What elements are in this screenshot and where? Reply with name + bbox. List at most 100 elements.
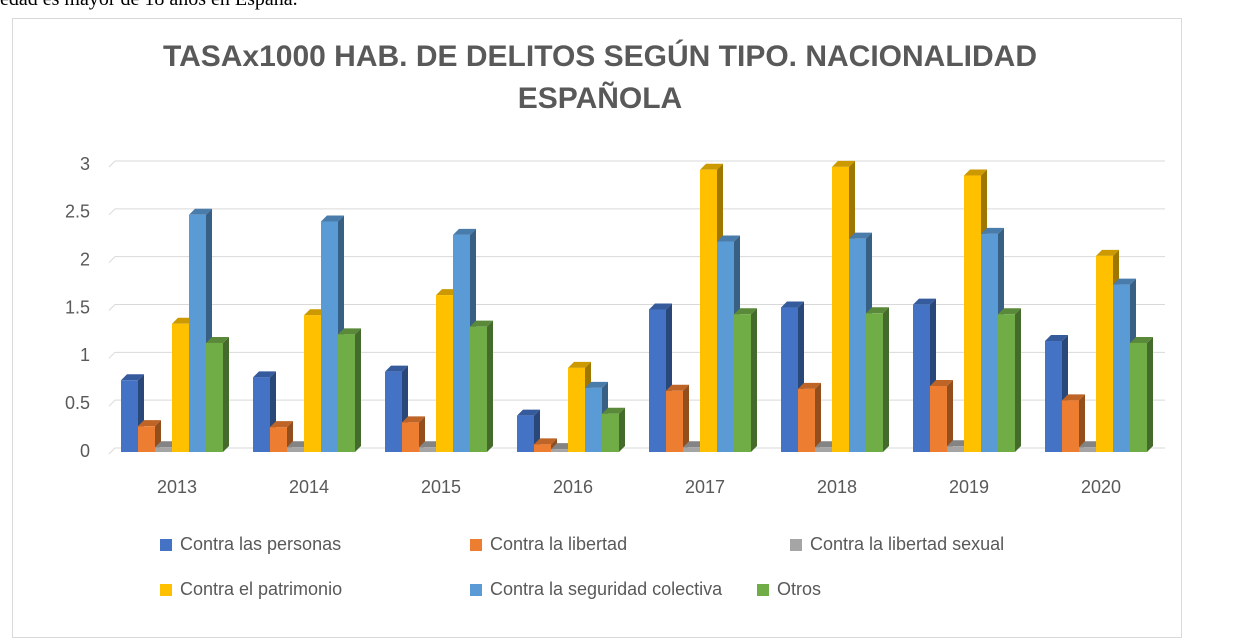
bar-top (602, 407, 625, 414)
bar-front (470, 326, 487, 452)
bar-front (649, 309, 666, 452)
bar-front (683, 447, 700, 452)
bar-top (585, 381, 608, 388)
x-tick-label: 2019 (949, 477, 989, 497)
bar-side (683, 384, 689, 452)
bar-top (649, 303, 672, 310)
bar-front (338, 334, 355, 452)
bar-top (402, 416, 425, 423)
bar-side (223, 336, 229, 452)
bar-side (947, 379, 953, 452)
intro-text: edad es mayor de 18 años en España. (0, 0, 298, 11)
bar-front (717, 241, 734, 452)
legend-label: Contra las personas (180, 534, 341, 554)
bar-front (798, 388, 815, 452)
bar-top (734, 308, 757, 315)
bar-top (1062, 394, 1085, 401)
bar-top (270, 421, 293, 428)
bar-top (568, 361, 591, 368)
bar-top (534, 438, 557, 445)
x-tick-label: 2015 (421, 477, 461, 497)
legend-swatch (470, 539, 482, 551)
bar (517, 409, 540, 452)
legend-label: Contra el patrimonio (180, 579, 342, 599)
y-tick-label: 0 (80, 441, 90, 461)
bar-front (734, 314, 751, 452)
y-tick-label: 0.5 (65, 393, 90, 413)
bar-side (1079, 394, 1085, 452)
bar-front (1096, 255, 1113, 452)
legend-swatch (470, 584, 482, 596)
bar-top (781, 301, 804, 308)
bar-top (1130, 336, 1153, 343)
bar-front (419, 447, 436, 452)
bar-top (517, 409, 540, 416)
bar-top (1113, 278, 1136, 285)
legend-label: Contra la seguridad colectiva (490, 579, 723, 599)
bar-front (930, 385, 947, 452)
bar-front (913, 304, 930, 452)
bar-top (385, 365, 408, 372)
bar-front (981, 233, 998, 452)
bar-side (1147, 336, 1153, 452)
bar-top (321, 215, 344, 222)
bar-front (947, 446, 964, 452)
bar-top (798, 382, 821, 389)
bar-front (1045, 341, 1062, 452)
x-tick-label: 2017 (685, 477, 725, 497)
bar-top (253, 371, 276, 378)
bar-front (270, 427, 287, 452)
bar-top (138, 420, 161, 427)
x-tick-label: 2020 (1081, 477, 1121, 497)
bar-front (304, 315, 321, 452)
legend-swatch (790, 539, 802, 551)
bar-front (287, 447, 304, 452)
bar (470, 320, 493, 452)
bar-front (1130, 342, 1147, 452)
bar-front (172, 323, 189, 452)
y-tick-label: 2.5 (65, 202, 90, 222)
bar (385, 365, 408, 452)
legend-label: Contra la libertad (490, 534, 627, 554)
bar-top (453, 228, 476, 235)
bar-front (138, 426, 155, 452)
bar-front (253, 377, 270, 452)
grid-line (108, 160, 1165, 168)
bar-top (832, 160, 855, 167)
bar-front (700, 169, 717, 453)
bar-top (121, 374, 144, 381)
bar-front (849, 238, 866, 452)
bar-front (1062, 400, 1079, 452)
bar-side (815, 382, 821, 452)
bar-top (964, 169, 987, 176)
page: edad es mayor de 18 años en España. TASA… (0, 0, 1182, 638)
bar-top (981, 227, 1004, 234)
chart: 0 0.5 1 1.5 2 2.5 3 2013 2014 2015 2016 2017 2018 201… (65, 154, 1165, 599)
bar-side (355, 328, 361, 452)
bar (1130, 336, 1153, 452)
y-tick-label: 1.5 (65, 297, 90, 317)
bar (866, 307, 889, 452)
grid-line (108, 256, 1165, 264)
bar-front (402, 422, 419, 452)
grid-line (108, 351, 1165, 359)
chart-title: TASAx1000 HAB. DE DELITOS SEGÚN TIPO. NA… (162, 40, 1037, 115)
bar-front (155, 447, 172, 452)
bar-front (551, 449, 568, 452)
bar-side (883, 307, 889, 452)
bar-front (568, 367, 585, 452)
y-tick-label: 1 (80, 345, 90, 365)
bar (602, 407, 625, 452)
bar-front (121, 380, 138, 452)
bar-front (189, 214, 206, 452)
bar (402, 416, 425, 452)
legend-label: Contra la libertad sexual (810, 534, 1004, 554)
x-tick-label: 2018 (817, 477, 857, 497)
bar-top (470, 320, 493, 327)
bar-top (849, 232, 872, 239)
bar-top (998, 308, 1021, 315)
bar-top (206, 336, 229, 343)
bar-front (436, 295, 453, 452)
bar-top (666, 384, 689, 391)
bar-front (964, 175, 981, 453)
